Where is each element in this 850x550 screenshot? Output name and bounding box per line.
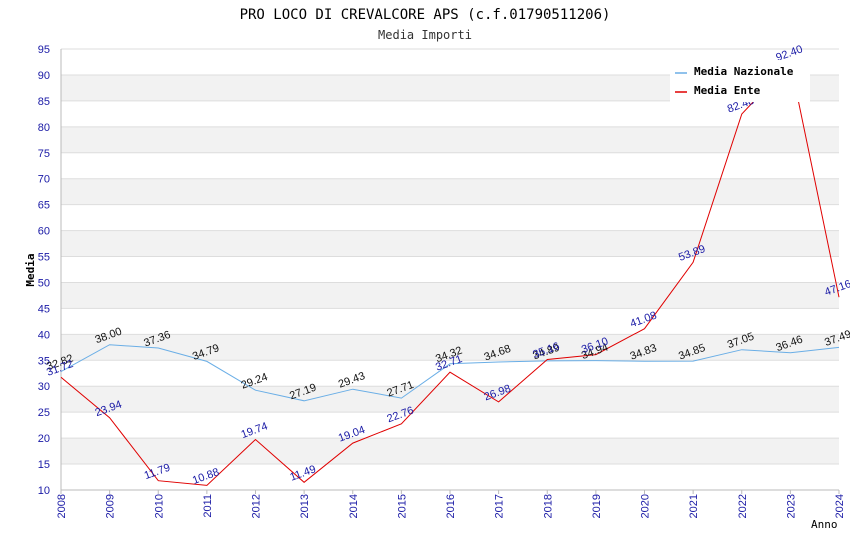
y-tick-label: 60 [38, 226, 50, 238]
background-band [61, 230, 839, 257]
x-tick-label: 2014 [348, 494, 360, 518]
x-tick-label: 2021 [688, 494, 700, 518]
background-bands [61, 74, 839, 465]
x-tick-label: 2023 [785, 494, 797, 518]
x-tick-label: 2010 [153, 494, 165, 518]
x-tick-label: 2008 [56, 494, 68, 518]
y-tick-label: 70 [38, 174, 50, 186]
y-tick-labels: 10 15 20 25 30 35 40 45 50 55 60 65 70 75 80 85 90 95 [38, 44, 50, 497]
data-label: 10.88 [191, 466, 221, 487]
x-tick-label: 2019 [591, 494, 603, 518]
y-axis-label: Media [24, 253, 37, 286]
legend-label-media-nazionale: Media Nazionale [694, 65, 794, 78]
y-tick-label: 45 [38, 303, 50, 315]
y-tick-label: 40 [38, 329, 50, 341]
y-tick-label: 55 [38, 252, 50, 264]
y-tick-label: 85 [38, 96, 50, 108]
background-band [61, 334, 839, 361]
background-band [61, 126, 839, 153]
background-band [61, 178, 839, 205]
gridlines [61, 48, 839, 491]
x-tick-label: 2024 [834, 494, 846, 518]
y-tick-label: 90 [38, 70, 50, 82]
x-tick-label: 2016 [445, 494, 457, 518]
series-lines [60, 61, 840, 486]
y-tick-label: 35 [38, 355, 50, 367]
legend-box [670, 60, 810, 102]
x-tick-label: 2009 [105, 494, 117, 518]
x-tick-label: 2018 [542, 494, 554, 518]
chart-title: PRO LOCO DI CREVALCORE APS (c.f.01790511… [240, 7, 611, 23]
y-tick-label: 20 [38, 433, 50, 445]
x-tick-label: 2013 [299, 494, 311, 518]
series-line-media-ente [60, 61, 840, 486]
x-tick-label: 2020 [640, 494, 652, 518]
chart-subtitle: Media Importi [378, 28, 472, 42]
y-tick-label: 80 [38, 122, 50, 134]
x-tick-label: 2022 [737, 494, 749, 518]
background-band [61, 282, 839, 309]
y-tick-label: 75 [38, 148, 50, 160]
x-tick-label: 2017 [494, 494, 506, 518]
data-label: 11.49 [288, 463, 317, 483]
series-line-media-nazionale [60, 344, 840, 402]
x-tick-label: 2012 [251, 494, 263, 518]
background-band [61, 386, 839, 413]
data-label: 41.08 [628, 310, 658, 331]
legend: Media Nazionale Media Ente [670, 60, 810, 102]
y-tick-label: 30 [38, 381, 50, 393]
x-tick-label: 2011 [202, 494, 214, 518]
x-tick-label: 2015 [396, 494, 408, 518]
background-band [61, 438, 839, 465]
x-axis-label: Anno [811, 518, 838, 531]
y-tick-label: 65 [38, 200, 50, 212]
y-tick-label: 50 [38, 277, 50, 289]
x-tick-labels: 2008 2009 2010 2011 2012 2013 2014 2015 2016 2017… [56, 490, 846, 518]
y-tick-label: 25 [38, 407, 50, 419]
y-tick-label: 10 [38, 485, 50, 497]
y-tick-label: 15 [38, 459, 50, 471]
legend-label-media-ente: Media Ente [694, 84, 761, 97]
y-tick-label: 95 [38, 44, 50, 56]
